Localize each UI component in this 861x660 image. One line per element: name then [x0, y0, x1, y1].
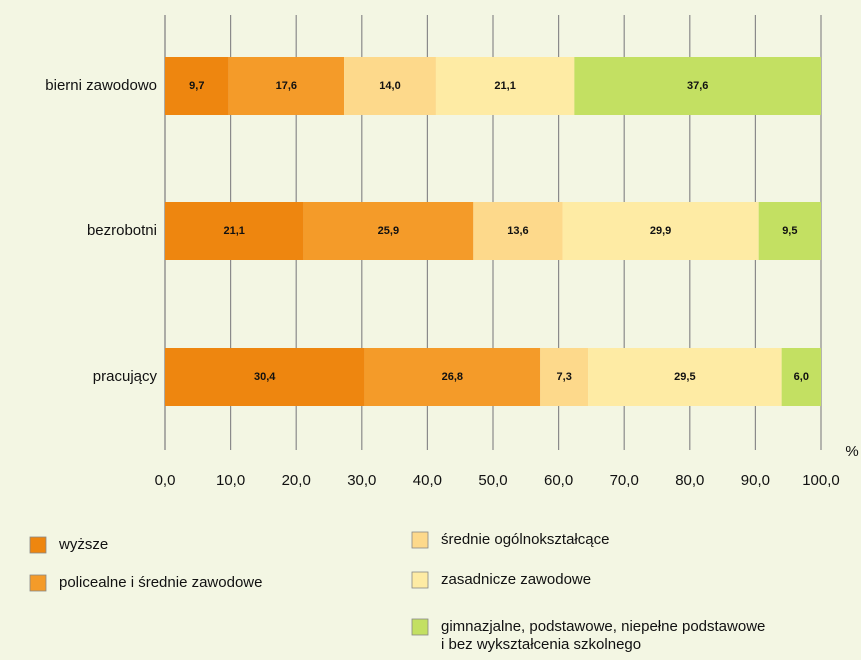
- bar-label: 30,4: [254, 371, 276, 383]
- bar-segment: [473, 202, 563, 260]
- legend-label: średnie ogólnokształcące: [441, 531, 609, 548]
- bar-segment: [165, 348, 365, 406]
- x-tick-label: 50,0: [478, 472, 507, 489]
- x-tick-label: 30,0: [347, 472, 376, 489]
- bar-segment: [165, 202, 304, 260]
- category-label: bezrobotni: [87, 222, 157, 239]
- legend-swatch: [411, 571, 429, 589]
- bar-segment: [588, 348, 782, 406]
- bar-label: 26,8: [442, 371, 463, 383]
- bar-label: 17,6: [276, 80, 297, 92]
- bar-segment: [574, 57, 821, 115]
- bar-label: 7,3: [557, 371, 572, 383]
- legend-swatch: [29, 574, 47, 592]
- legend-label: gimnazjalne, podstawowe, niepełne podsta…: [441, 618, 765, 653]
- x-tick-label: 20,0: [282, 472, 311, 489]
- legend-swatch: [29, 536, 47, 554]
- bar-segment: [165, 57, 229, 115]
- bar-label: 21,1: [494, 80, 515, 92]
- bar-segment: [781, 348, 821, 406]
- x-tick-label: 100,0: [802, 472, 840, 489]
- bar-segment: [344, 57, 436, 115]
- x-tick-label: 90,0: [741, 472, 770, 489]
- bar-label: 9,5: [782, 225, 797, 237]
- bar-segment: [303, 202, 474, 260]
- bar-label: 9,7: [189, 80, 204, 92]
- legend-label: wyższe: [58, 536, 108, 553]
- x-tick-label: 10,0: [216, 472, 245, 489]
- x-tick-label: 70,0: [610, 472, 639, 489]
- bar-label: 13,6: [507, 225, 528, 237]
- category-label: bierni zawodowo: [45, 77, 157, 94]
- bar-label: 29,5: [674, 371, 695, 383]
- x-tick-label: 0,0: [155, 472, 176, 489]
- x-tick-label: 60,0: [544, 472, 573, 489]
- bar-label: 29,9: [650, 225, 671, 237]
- bar-segment: [364, 348, 541, 406]
- x-tick-label: 80,0: [675, 472, 704, 489]
- bar-label: 21,1: [223, 225, 244, 237]
- x-axis-label: %: [845, 443, 858, 460]
- x-tick-label: 40,0: [413, 472, 442, 489]
- legend-label: policealne i średnie zawodowe: [59, 574, 262, 591]
- bar-segment: [562, 202, 759, 260]
- category-label: pracujący: [93, 368, 158, 385]
- legend-swatch: [411, 531, 429, 549]
- bar-label: 14,0: [379, 80, 400, 92]
- bar-segment: [540, 348, 589, 406]
- legend-label: zasadnicze zawodowe: [441, 571, 591, 588]
- bar-label: 6,0: [794, 371, 809, 383]
- legend-swatch: [411, 618, 429, 636]
- bar-segment: [758, 202, 821, 260]
- bar-label: 37,6: [687, 80, 708, 92]
- bar-segment: [228, 57, 345, 115]
- bar-label: 25,9: [378, 225, 399, 237]
- bar-segment: [435, 57, 575, 115]
